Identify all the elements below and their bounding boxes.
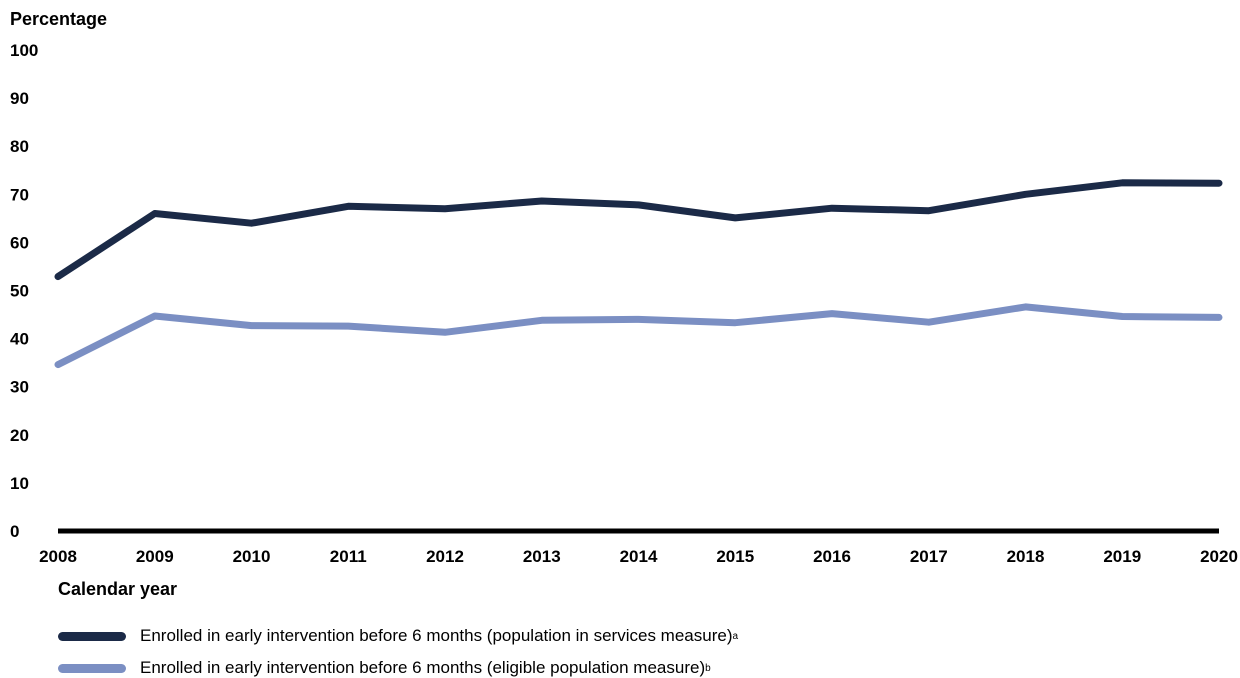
y-tick-label: 90 — [10, 89, 29, 108]
x-tick-label: 2017 — [910, 547, 948, 566]
y-tick-label: 50 — [10, 282, 29, 301]
x-tick-label: 2014 — [620, 547, 658, 566]
x-tick-label: 2012 — [426, 547, 464, 566]
series-line-0 — [54, 179, 1223, 281]
y-tick-label: 10 — [10, 474, 29, 493]
x-tick-label: 2016 — [813, 547, 851, 566]
legend-swatch-services — [58, 631, 126, 641]
y-tick-label: 40 — [10, 330, 29, 349]
legend-swatch-eligible — [58, 663, 126, 673]
legend-superscript-services: a — [732, 630, 739, 642]
y-tick-label: 20 — [10, 426, 29, 445]
x-tick-label: 2009 — [136, 547, 174, 566]
x-tick-label: 2011 — [330, 547, 367, 566]
x-tick-label: 2018 — [1007, 547, 1045, 566]
x-tick-label: 2013 — [523, 547, 561, 566]
x-axis-title: Calendar year — [58, 579, 177, 599]
legend-superscript-eligible: b — [705, 662, 711, 674]
y-tick-label: 60 — [10, 233, 29, 252]
y-tick-labels: 0 10 20 30 40 50 60 70 80 90 100 — [10, 41, 38, 541]
y-tick-label: 30 — [10, 378, 29, 397]
x-tick-labels: 2008 2009 2010 2011 2012 2013 2014 2015 2016 2017… — [39, 547, 1238, 566]
y-tick-label: 0 — [10, 522, 19, 541]
x-tick-label: 2015 — [716, 547, 754, 566]
legend-item-services: Enrolled in early intervention before 6 … — [58, 626, 738, 646]
x-tick-label: 2019 — [1103, 547, 1141, 566]
legend-item-eligible: Enrolled in early intervention before 6 … — [58, 658, 711, 678]
series-lines — [54, 179, 1223, 369]
x-tick-label: 2008 — [39, 547, 77, 566]
y-axis-title: Percentage — [10, 9, 107, 29]
y-tick-label: 80 — [10, 137, 29, 156]
legend-label-eligible: Enrolled in early intervention before 6 … — [140, 658, 706, 677]
legend-label-services: Enrolled in early intervention before 6 … — [140, 626, 733, 645]
x-tick-label: 2010 — [233, 547, 271, 566]
y-tick-label: 70 — [10, 185, 29, 204]
series-line-1 — [54, 303, 1223, 369]
y-tick-label: 100 — [10, 41, 38, 60]
x-tick-label: 2020 — [1200, 547, 1238, 566]
